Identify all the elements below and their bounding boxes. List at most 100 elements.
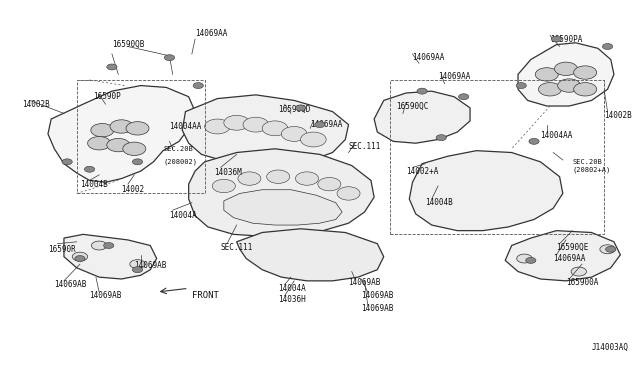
Circle shape [88, 137, 111, 150]
Circle shape [267, 170, 290, 183]
Circle shape [193, 83, 204, 89]
Circle shape [126, 122, 149, 135]
Text: 14069AA: 14069AA [413, 53, 445, 62]
Circle shape [301, 132, 326, 147]
Polygon shape [518, 43, 614, 106]
Circle shape [296, 172, 319, 185]
Circle shape [132, 159, 143, 165]
Circle shape [107, 138, 130, 152]
Text: 14069AA: 14069AA [553, 254, 586, 263]
Text: SEC.111: SEC.111 [349, 142, 381, 151]
Text: 14004B: 14004B [80, 180, 108, 189]
Circle shape [538, 83, 561, 96]
Circle shape [212, 179, 236, 193]
Circle shape [238, 172, 261, 185]
Text: 165900A: 165900A [566, 278, 598, 287]
Circle shape [164, 55, 175, 61]
Circle shape [417, 88, 428, 94]
Polygon shape [505, 231, 620, 281]
Circle shape [262, 121, 288, 136]
Circle shape [554, 62, 577, 76]
Text: 14002: 14002 [122, 185, 145, 194]
Text: 14004AA: 14004AA [540, 131, 573, 140]
Polygon shape [48, 86, 195, 182]
Circle shape [516, 254, 532, 263]
Text: 14002B: 14002B [604, 111, 632, 120]
Bar [77, 80, 205, 193]
Text: 14069AA: 14069AA [438, 72, 470, 81]
Circle shape [525, 257, 536, 263]
Polygon shape [224, 190, 342, 225]
Circle shape [315, 122, 325, 128]
Circle shape [130, 260, 145, 269]
Text: J14003AQ: J14003AQ [591, 343, 628, 352]
Circle shape [436, 135, 446, 141]
Text: 14004B: 14004B [426, 198, 453, 207]
Circle shape [205, 119, 230, 134]
Circle shape [573, 83, 596, 96]
Polygon shape [374, 91, 470, 143]
Text: SEC.111: SEC.111 [221, 243, 253, 252]
Circle shape [92, 241, 107, 250]
Text: 16590P: 16590P [93, 92, 120, 101]
Bar [390, 80, 604, 234]
Text: 16590QC: 16590QC [397, 102, 429, 110]
Circle shape [602, 44, 612, 49]
Text: 16590QE: 16590QE [556, 243, 589, 252]
Text: 14069AB: 14069AB [349, 278, 381, 287]
Text: 14004A: 14004A [170, 211, 197, 220]
Circle shape [224, 115, 250, 130]
Circle shape [535, 68, 558, 81]
Circle shape [600, 245, 615, 254]
Text: 14004AA: 14004AA [170, 122, 202, 131]
Circle shape [337, 187, 360, 200]
Polygon shape [237, 229, 384, 281]
Text: SEC.20B: SEC.20B [163, 146, 193, 152]
Circle shape [529, 138, 539, 144]
Circle shape [557, 79, 580, 92]
Text: 14036M: 14036M [214, 169, 242, 177]
Polygon shape [410, 151, 563, 231]
Circle shape [84, 166, 95, 172]
Circle shape [110, 120, 133, 133]
Text: 14069AA: 14069AA [195, 29, 227, 38]
Text: 14069AB: 14069AB [362, 304, 394, 313]
Circle shape [91, 124, 114, 137]
Circle shape [72, 252, 88, 261]
Text: 14069AB: 14069AB [362, 291, 394, 300]
Text: 14002B: 14002B [22, 100, 50, 109]
Polygon shape [189, 149, 374, 236]
Text: (208002): (208002) [163, 158, 197, 165]
Text: 14036H: 14036H [278, 295, 306, 304]
Text: FRONT: FRONT [192, 291, 219, 300]
Polygon shape [64, 234, 157, 279]
Circle shape [318, 177, 341, 191]
Circle shape [62, 159, 72, 165]
Text: 16590QB: 16590QB [112, 40, 144, 49]
Circle shape [243, 117, 269, 132]
Circle shape [516, 83, 526, 89]
Text: 14069AA: 14069AA [310, 120, 342, 129]
Circle shape [573, 66, 596, 79]
Circle shape [282, 126, 307, 141]
Text: (20802+A): (20802+A) [572, 166, 611, 173]
Text: 16590QD: 16590QD [278, 105, 310, 114]
Circle shape [75, 256, 85, 262]
Text: 16590R: 16590R [48, 245, 76, 254]
Text: 14004A: 14004A [278, 284, 306, 293]
Circle shape [571, 267, 586, 276]
Text: 14069AB: 14069AB [54, 280, 87, 289]
Circle shape [123, 142, 146, 155]
Circle shape [132, 267, 143, 273]
Polygon shape [182, 95, 349, 166]
Text: 14069AB: 14069AB [134, 262, 166, 270]
Circle shape [296, 105, 306, 111]
Text: 16590PA: 16590PA [550, 35, 582, 44]
Text: 14069AB: 14069AB [90, 291, 122, 300]
Text: SEC.20B: SEC.20B [572, 159, 602, 165]
Text: 14002+A: 14002+A [406, 167, 438, 176]
Circle shape [107, 64, 117, 70]
Circle shape [104, 243, 114, 248]
Circle shape [458, 94, 468, 100]
Circle shape [551, 36, 561, 42]
